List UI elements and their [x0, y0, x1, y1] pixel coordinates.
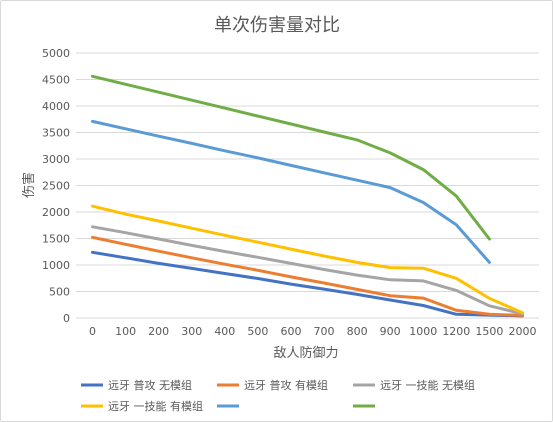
x-tick-label: 400 — [214, 325, 235, 338]
x-tick-label: 2000 — [508, 325, 536, 338]
x-tick-label: 800 — [347, 325, 368, 338]
series-line-3 — [91, 225, 524, 316]
series-line-4 — [91, 204, 524, 315]
y-tick-label: 3000 — [42, 153, 70, 166]
chart-title: 单次伤害量对比 — [214, 15, 340, 36]
legend-label: 远牙 普攻 无模组 — [108, 378, 192, 392]
x-tick-label: 1500 — [475, 325, 503, 338]
x-tick-label: 900 — [380, 325, 401, 338]
y-tick-label: 3500 — [42, 127, 70, 140]
y-tick-label: 5000 — [42, 47, 70, 60]
gridlines — [76, 52, 539, 319]
y-tick-label: 500 — [49, 286, 70, 299]
series-lines — [91, 74, 524, 318]
x-tick-label: 100 — [115, 325, 136, 338]
series-line-1 — [91, 250, 524, 318]
y-tick-label: 4500 — [42, 74, 70, 87]
legend-label: 远牙 一技能 有模组 — [108, 399, 203, 413]
x-axis-label: 敌人防御力 — [273, 345, 338, 361]
y-tick-label: 1500 — [42, 233, 70, 246]
series-line-6 — [91, 74, 491, 241]
series-line-5 — [91, 119, 491, 264]
x-tick-label: 1200 — [442, 325, 470, 338]
x-tick-label: 200 — [148, 325, 169, 338]
x-tick-label: 500 — [247, 325, 268, 338]
legend-label: 远牙 普攻 有模组 — [244, 378, 328, 392]
y-tick-label: 2500 — [42, 180, 70, 193]
series-line-2 — [91, 235, 524, 317]
x-tick-label: 600 — [280, 325, 301, 338]
x-tick-label: 0 — [89, 325, 96, 338]
y-axis-ticks: 0 500 1000 1500 2000 2500 3000 3500 4000 4500 5000 — [42, 47, 70, 325]
x-axis-ticks: 0 100 200 300 400 500 600 700 800 900 1000 1200 1500… — [89, 325, 536, 338]
y-tick-label: 4000 — [42, 100, 70, 113]
x-tick-label: 300 — [181, 325, 202, 338]
y-axis-label: 伤害 — [21, 172, 37, 198]
y-tick-label: 1000 — [42, 259, 70, 272]
legend-label: 远牙 一技能 无模组 — [380, 378, 475, 392]
x-tick-label: 700 — [314, 325, 335, 338]
y-tick-label: 2000 — [42, 206, 70, 219]
x-tick-label: 1000 — [409, 325, 437, 338]
y-tick-label: 0 — [63, 312, 70, 325]
